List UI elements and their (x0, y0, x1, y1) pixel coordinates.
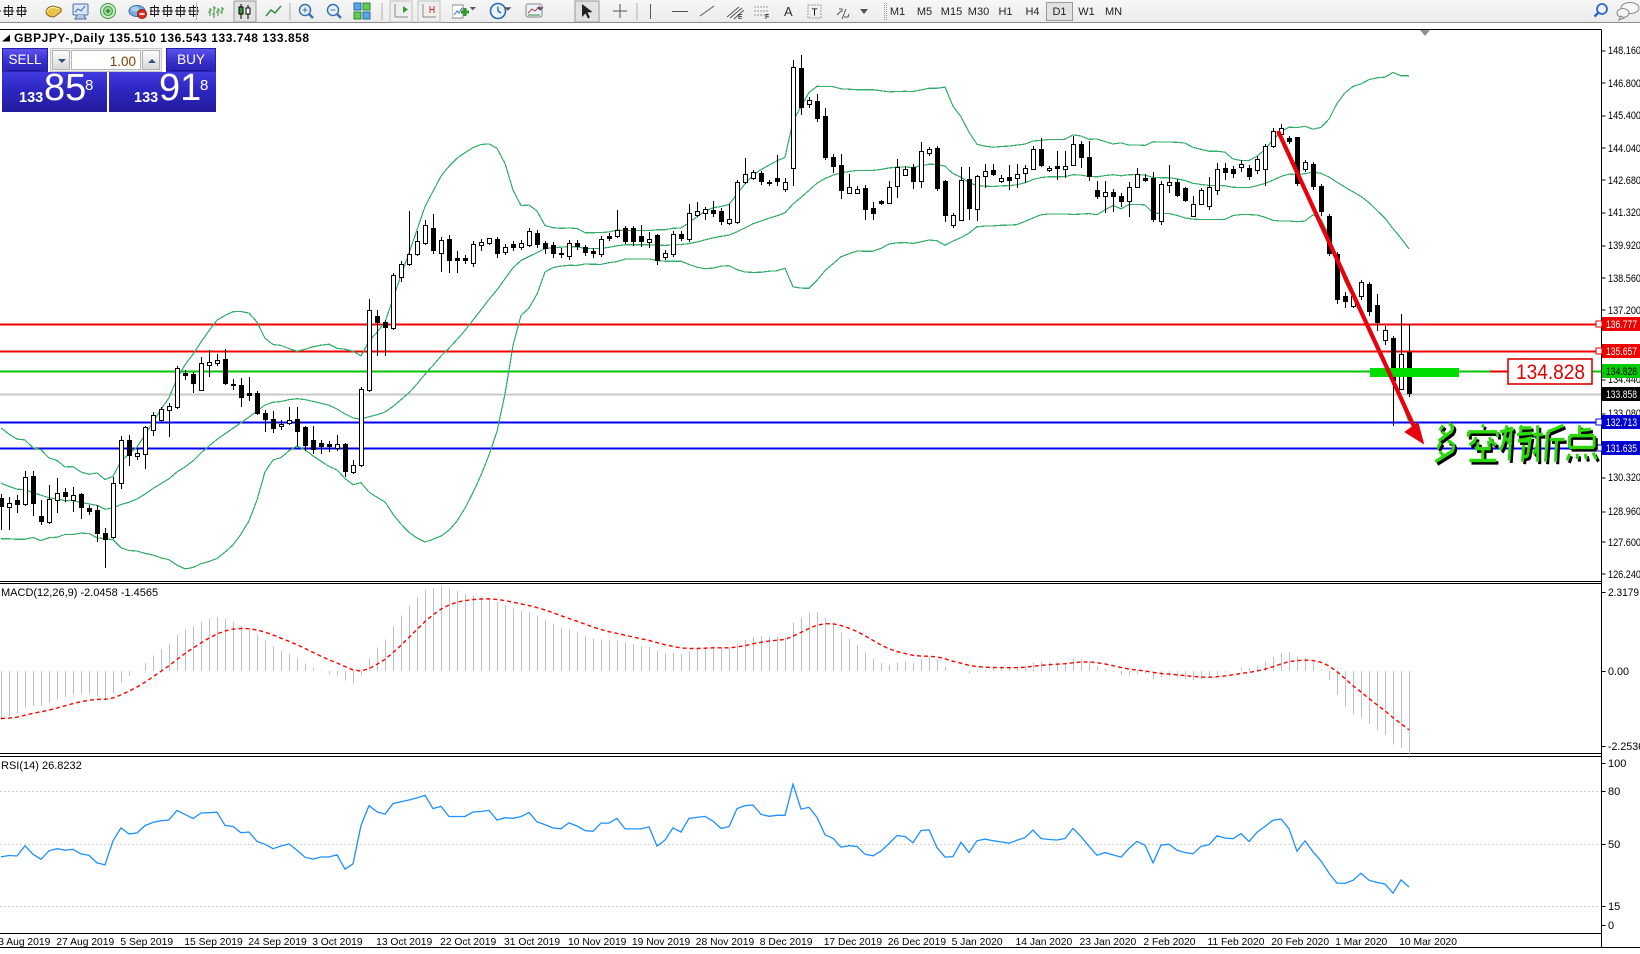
svg-text:5 Sep 2019: 5 Sep 2019 (120, 937, 173, 948)
svg-text:20 Feb 2020: 20 Feb 2020 (1271, 937, 1329, 948)
svg-text:138.560: 138.560 (1608, 273, 1640, 285)
svg-text:145.400: 145.400 (1608, 110, 1640, 122)
svg-text:1 Mar 2020: 1 Mar 2020 (1335, 937, 1387, 948)
svg-text:5 Jan 2020: 5 Jan 2020 (952, 937, 1003, 948)
svg-text:136.777: 136.777 (1606, 319, 1637, 331)
svg-text:130.320: 130.320 (1608, 472, 1640, 484)
svg-text:11 Feb 2020: 11 Feb 2020 (1207, 937, 1264, 948)
svg-text:10 Mar 2020: 10 Mar 2020 (1399, 937, 1457, 948)
svg-text:132.713: 132.713 (1606, 417, 1637, 429)
svg-text:28 Nov 2019: 28 Nov 2019 (696, 937, 755, 948)
svg-text:148.160: 148.160 (1608, 45, 1640, 57)
svg-text:100: 100 (1608, 758, 1626, 770)
svg-text:E: E (738, 14, 743, 21)
svg-text:24 Sep 2019: 24 Sep 2019 (248, 937, 307, 948)
svg-text:F: F (765, 14, 769, 21)
svg-text:A: A (784, 4, 793, 19)
svg-text:137.200: 137.200 (1608, 305, 1640, 317)
svg-text:80: 80 (1608, 786, 1620, 798)
svg-text:26 Dec 2019: 26 Dec 2019 (888, 937, 947, 948)
svg-text:126.240: 126.240 (1608, 569, 1640, 581)
svg-text:134.828: 134.828 (1606, 366, 1637, 378)
svg-text:2 Feb 2020: 2 Feb 2020 (1143, 937, 1195, 948)
svg-text:10 Nov 2019: 10 Nov 2019 (568, 937, 627, 948)
svg-text:0: 0 (1608, 920, 1614, 932)
svg-text:MACD(12,26,9) -2.0458 -1.4565: MACD(12,26,9) -2.0458 -1.4565 (1, 587, 158, 599)
svg-text:31 Oct 2019: 31 Oct 2019 (504, 937, 560, 948)
svg-text:15 Sep 2019: 15 Sep 2019 (184, 937, 243, 948)
svg-text:19 Nov 2019: 19 Nov 2019 (632, 937, 691, 948)
svg-text:T: T (812, 8, 818, 19)
svg-text:13 Oct 2019: 13 Oct 2019 (376, 937, 432, 948)
svg-text:144.040: 144.040 (1608, 143, 1640, 155)
svg-text:50: 50 (1608, 839, 1620, 851)
svg-text:GBPJPY-,Daily 135.510 136.543: GBPJPY-,Daily 135.510 136.543 133.748 13… (14, 31, 310, 45)
svg-text:15: 15 (1608, 901, 1620, 913)
svg-text:139.920: 139.920 (1608, 240, 1640, 252)
svg-text:135.657: 135.657 (1606, 346, 1637, 358)
svg-text:0.00: 0.00 (1608, 666, 1629, 678)
svg-text:14 Jan 2020: 14 Jan 2020 (1016, 937, 1073, 948)
svg-text:142.680: 142.680 (1608, 175, 1640, 187)
svg-text:27 Aug 2019: 27 Aug 2019 (56, 937, 114, 948)
svg-text:8 Dec 2019: 8 Dec 2019 (760, 937, 813, 948)
svg-text:127.600: 127.600 (1608, 537, 1640, 549)
svg-text:146.800: 146.800 (1608, 78, 1640, 90)
svg-text:13 Aug 2019: 13 Aug 2019 (0, 937, 51, 948)
svg-text:131.635: 131.635 (1606, 443, 1637, 455)
svg-text:23 Jan 2020: 23 Jan 2020 (1080, 937, 1137, 948)
svg-text:-2.2536: -2.2536 (1608, 741, 1640, 753)
svg-text:134.828: 134.828 (1516, 361, 1585, 384)
svg-text:128.960: 128.960 (1608, 506, 1640, 518)
svg-text:3 Oct 2019: 3 Oct 2019 (312, 937, 363, 948)
svg-text:133.858: 133.858 (1606, 389, 1637, 401)
svg-text:17 Dec 2019: 17 Dec 2019 (824, 937, 883, 948)
svg-text:141.320: 141.320 (1608, 207, 1640, 219)
svg-text:RSI(14) 26.8232: RSI(14) 26.8232 (1, 760, 82, 772)
svg-text:2.3179: 2.3179 (1608, 587, 1639, 599)
svg-text:22 Oct 2019: 22 Oct 2019 (440, 937, 496, 948)
